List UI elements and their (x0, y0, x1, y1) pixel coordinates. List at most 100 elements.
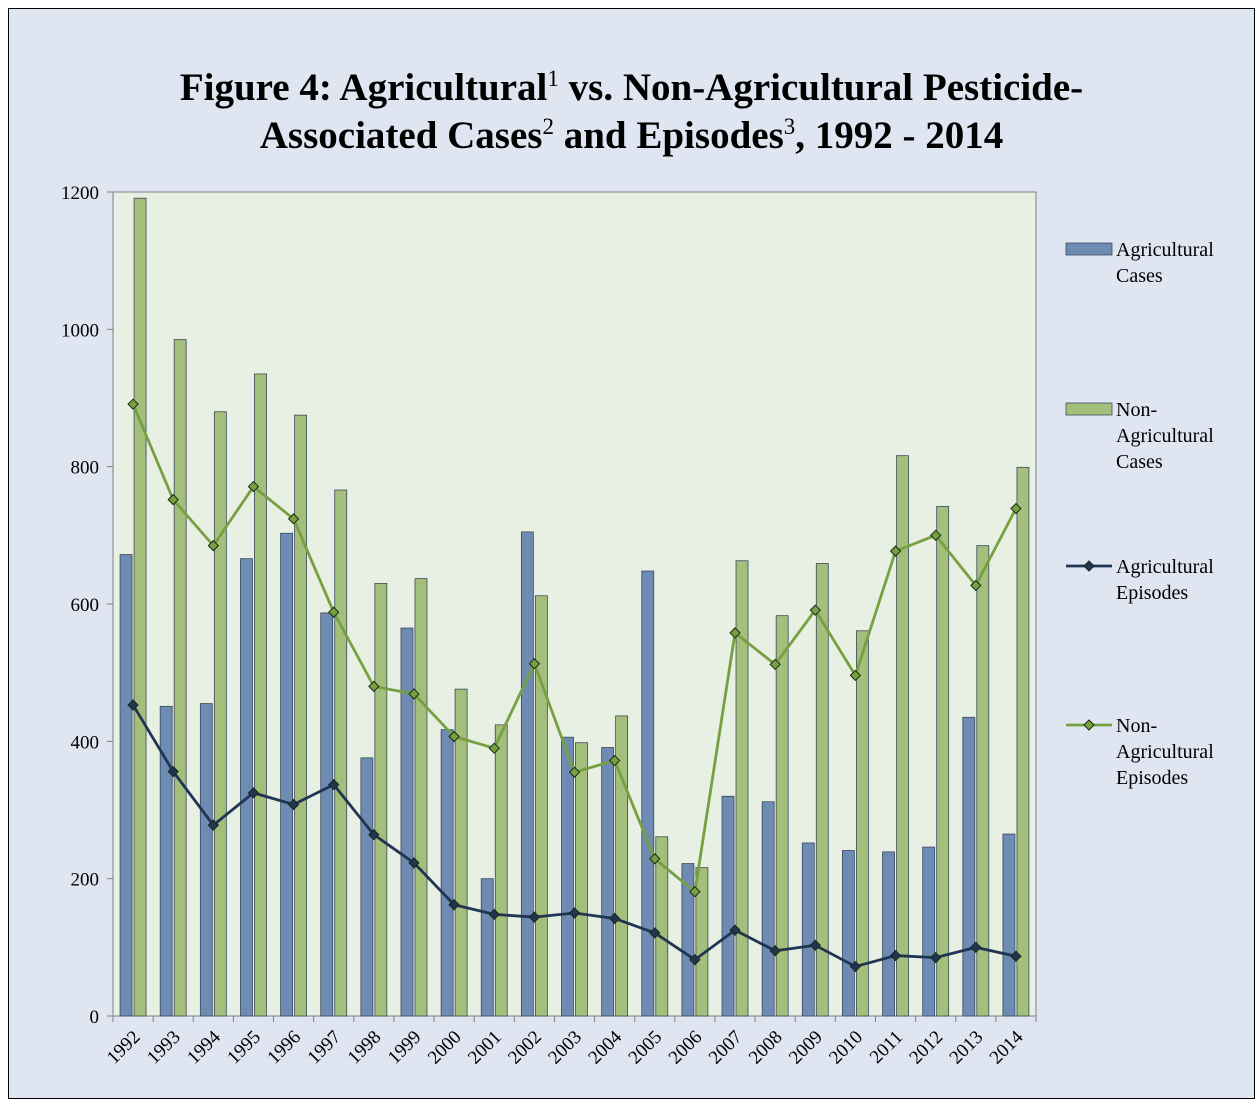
bar-agricultural-cases (882, 851, 895, 1017)
bar-non-agricultural-cases (695, 867, 709, 1017)
y-tick-label: 200 (71, 870, 100, 891)
marker-non-agricultural-episodes (769, 658, 781, 671)
legend-swatch-non-agricultural-cases (1065, 402, 1113, 416)
bar-agricultural-cases (761, 801, 775, 1017)
marker-non-agricultural-episodes (207, 539, 220, 552)
bar-agricultural-cases (440, 729, 454, 1017)
legend-label-agricultural-cases: Cases (1116, 265, 1163, 287)
bar-agricultural-cases (159, 705, 173, 1017)
bar-agricultural-cases (681, 863, 695, 1017)
legend-marker-non-agricultural-episodes (1083, 719, 1095, 731)
y-tick-label: 400 (71, 732, 100, 753)
title-footnote-1: 1 (547, 66, 559, 91)
y-tick-label: 1200 (61, 183, 99, 204)
marker-agricultural-episodes (849, 960, 862, 973)
bar-agricultural-cases (962, 716, 976, 1017)
x-tick-label: 2006 (665, 1027, 707, 1069)
bar-non-agricultural-cases (936, 506, 950, 1017)
marker-agricultural-episodes (448, 899, 460, 911)
bar-non-agricultural-cases (494, 724, 508, 1017)
legend-label-non-agricultural-episodes: Episodes (1116, 767, 1188, 789)
bar-non-agricultural-cases (334, 489, 348, 1017)
bar-non-agricultural-cases (534, 595, 548, 1017)
marker-agricultural-episodes (769, 945, 781, 957)
bar-agricultural-cases (561, 736, 574, 1017)
bar-non-agricultural-cases (1016, 466, 1030, 1017)
bar-non-agricultural-cases (815, 563, 829, 1017)
x-tick-label: 2008 (745, 1027, 787, 1069)
marker-agricultural-episodes (127, 699, 139, 711)
chart-title: Figure 4: Agricultural1 vs. Non-Agricult… (9, 64, 1254, 160)
marker-agricultural-episodes (247, 787, 260, 799)
bar-agricultural-cases (842, 850, 855, 1017)
legend-label-non-agricultural-episodes: Agricultural (1116, 741, 1214, 763)
marker-agricultural-episodes (729, 924, 741, 936)
x-tick-label: 2014 (986, 1026, 1028, 1068)
x-tick-label: 1995 (223, 1027, 265, 1069)
y-tick-label: 1000 (61, 320, 99, 341)
x-tick-label: 2000 (424, 1027, 466, 1069)
marker-non-agricultural-episodes (328, 606, 340, 618)
marker-non-agricultural-episodes (528, 658, 541, 670)
bar-non-agricultural-cases (454, 688, 468, 1017)
bar-non-agricultural-cases (575, 742, 588, 1017)
marker-agricultural-episodes (408, 857, 420, 869)
y-tick-label: 800 (71, 458, 100, 479)
title-line1-a: Figure 4: Agricultural (179, 66, 548, 109)
bar-non-agricultural-cases (775, 615, 789, 1017)
bar-agricultural-cases (400, 627, 414, 1017)
marker-agricultural-episodes (649, 927, 661, 939)
x-tick-label: 2009 (785, 1027, 827, 1069)
marker-non-agricultural-episodes (929, 529, 942, 542)
bar-non-agricultural-cases (735, 560, 749, 1017)
bar-non-agricultural-cases (414, 578, 428, 1017)
x-tick-label: 1993 (143, 1027, 185, 1069)
bar-agricultural-cases (119, 554, 133, 1017)
marker-non-agricultural-episodes (167, 493, 179, 506)
bar-non-agricultural-cases (173, 339, 187, 1017)
marker-non-agricultural-episodes (568, 766, 581, 778)
marker-non-agricultural-episodes (889, 545, 902, 557)
bar-agricultural-cases (721, 795, 735, 1017)
marker-agricultural-episodes (167, 765, 179, 778)
marker-non-agricultural-episodes (849, 669, 862, 682)
bar-agricultural-cases (520, 531, 534, 1017)
bar-agricultural-cases (922, 846, 936, 1017)
marker-non-agricultural-episodes (649, 853, 661, 865)
marker-non-agricultural-episodes (408, 688, 420, 700)
marker-agricultural-episodes (929, 951, 942, 964)
bar-non-agricultural-cases (896, 455, 909, 1017)
legend-label-agricultural-cases: Agricultural (1116, 239, 1214, 261)
x-tick-label: 2005 (625, 1027, 667, 1069)
bar-agricultural-cases (480, 878, 494, 1017)
marker-agricultural-episodes (889, 949, 902, 962)
y-tick-label: 600 (71, 595, 100, 616)
marker-non-agricultural-episodes (689, 886, 701, 898)
legend-label-non-agricultural-cases: Non- (1116, 399, 1157, 421)
marker-non-agricultural-episodes (1010, 502, 1022, 515)
bar-non-agricultural-cases (374, 583, 388, 1017)
legend-label-non-agricultural-cases: Cases (1116, 451, 1163, 473)
bar-agricultural-cases (801, 842, 815, 1017)
bar-non-agricultural-cases (976, 545, 990, 1017)
bar-agricultural-cases (1002, 833, 1016, 1017)
title-line1-b: vs. Non-Agricultural Pesticide- (558, 66, 1084, 109)
bar-non-agricultural-cases (213, 411, 227, 1017)
x-tick-label: 2012 (905, 1027, 947, 1069)
bar-non-agricultural-cases (856, 630, 869, 1017)
legend-label-non-agricultural-episodes: Non- (1116, 715, 1157, 737)
x-tick-label: 1999 (384, 1027, 426, 1069)
legend-label-agricultural-episodes: Agricultural (1116, 556, 1214, 578)
x-tick-label: 2010 (825, 1027, 867, 1069)
bar-agricultural-cases (240, 558, 253, 1017)
x-tick-label: 2004 (584, 1026, 626, 1068)
title-line2-c: , 1992 - 2014 (795, 114, 1004, 157)
marker-non-agricultural-episodes (729, 627, 741, 639)
x-tick-label: 1998 (344, 1027, 386, 1069)
bar-agricultural-cases (641, 570, 655, 1017)
marker-agricultural-episodes (689, 953, 701, 966)
legend-swatch-agricultural-cases (1065, 242, 1113, 256)
marker-non-agricultural-episodes (809, 604, 821, 616)
marker-non-agricultural-episodes (970, 579, 982, 592)
